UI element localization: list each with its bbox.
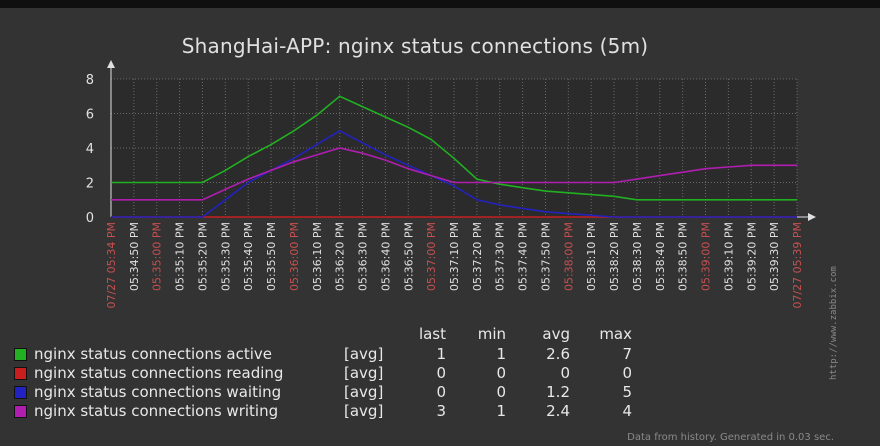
legend-last: 1 <box>436 345 446 363</box>
x-tick-label: 05:35:50 PM <box>265 222 278 291</box>
x-tick-label: 05:36:50 PM <box>402 222 415 291</box>
legend-min: 1 <box>496 402 506 420</box>
x-tick-label: 05:38:20 PM <box>608 222 621 291</box>
legend-series-name: nginx status connections active <box>34 345 273 363</box>
chart-title: ShangHai-APP: nginx status connections (… <box>181 34 649 58</box>
legend-min: 0 <box>496 383 506 401</box>
x-tick-label: 05:36:00 PM <box>288 222 301 291</box>
legend-avg: 2.4 <box>546 402 570 420</box>
x-tick-label: 05:37:10 PM <box>448 222 461 291</box>
series-line-waiting <box>111 129 797 218</box>
legend-max: 0 <box>622 364 632 382</box>
x-tick-label: 05:36:40 PM <box>379 222 392 291</box>
legend-avg: 1.2 <box>546 383 570 401</box>
x-tick-label: 05:37:30 PM <box>494 222 507 291</box>
legend-function: [avg] <box>344 383 384 401</box>
y-axis-arrow <box>107 60 115 68</box>
x-tick-label: 05:38:30 PM <box>631 222 644 291</box>
x-tick-label: 05:35:00 PM <box>151 222 164 291</box>
legend-max: 5 <box>622 383 632 401</box>
legend-series-name: nginx status connections writing <box>34 402 279 420</box>
y-tick-label: 0 <box>86 211 94 226</box>
x-tick-label: 05:37:00 PM <box>425 222 438 291</box>
x-tick-label: 05:37:40 PM <box>517 222 530 291</box>
x-axis-arrow <box>808 213 816 221</box>
y-tick-label: 6 <box>86 108 94 123</box>
y-tick-label: 4 <box>86 142 94 157</box>
x-tick-label: 07/27 05:39 PM <box>791 222 804 309</box>
legend-swatch <box>14 386 27 399</box>
x-tick-label: 05:39:30 PM <box>768 222 781 291</box>
zabbix-watermark: http://www.zabbix.com <box>829 266 839 380</box>
x-tick-label: 05:36:30 PM <box>357 222 370 291</box>
x-tick-label: 05:35:20 PM <box>196 222 209 291</box>
x-tick-label: 05:39:10 PM <box>722 222 735 291</box>
legend-header-last: last <box>418 325 446 343</box>
legend-series-name: nginx status connections reading <box>34 364 284 382</box>
legend-last: 3 <box>436 402 446 420</box>
x-tick-label: 05:38:10 PM <box>585 222 598 291</box>
legend-max: 7 <box>622 345 632 363</box>
legend-swatch <box>14 348 27 361</box>
legend-min: 0 <box>496 364 506 382</box>
legend-avg: 0 <box>560 364 570 382</box>
y-tick-label: 2 <box>86 177 94 192</box>
series-line-writing <box>111 147 797 201</box>
x-tick-label: 05:39:20 PM <box>745 222 758 291</box>
legend-last: 0 <box>436 364 446 382</box>
x-tick-label: 05:35:30 PM <box>219 222 232 291</box>
legend-series-name: nginx status connections waiting <box>34 383 282 401</box>
x-tick-label: 05:35:10 PM <box>174 222 187 291</box>
y-tick-label: 8 <box>86 73 94 88</box>
x-tick-label: 05:39:00 PM <box>700 222 713 291</box>
x-tick-label: 05:35:40 PM <box>242 222 255 291</box>
legend-swatch <box>14 405 27 418</box>
x-tick-label: 05:38:40 PM <box>654 222 667 291</box>
x-tick-label: 05:38:00 PM <box>562 222 575 291</box>
legend-function: [avg] <box>344 402 384 420</box>
legend-last: 0 <box>436 383 446 401</box>
series-line-active <box>111 95 797 201</box>
footer-note: Data from history. Generated in 0.03 sec… <box>627 432 834 443</box>
legend-max: 4 <box>622 402 632 420</box>
x-tick-label: 05:36:20 PM <box>334 222 347 291</box>
legend-function: [avg] <box>344 345 384 363</box>
legend-avg: 2.6 <box>546 345 570 363</box>
legend-min: 1 <box>496 345 506 363</box>
x-tick-label: 05:37:50 PM <box>539 222 552 291</box>
legend-swatch <box>14 367 27 380</box>
legend-header-max: max <box>599 325 632 343</box>
x-tick-label: 05:37:20 PM <box>471 222 484 291</box>
x-tick-label: 07/27 05:34 PM <box>105 222 118 309</box>
legend-function: [avg] <box>344 364 384 382</box>
x-tick-label: 05:34:50 PM <box>128 222 141 291</box>
legend-header-min: min <box>477 325 506 343</box>
legend-header-avg: avg <box>542 325 570 343</box>
x-tick-label: 05:38:50 PM <box>677 222 690 291</box>
x-tick-label: 05:36:10 PM <box>311 222 324 291</box>
